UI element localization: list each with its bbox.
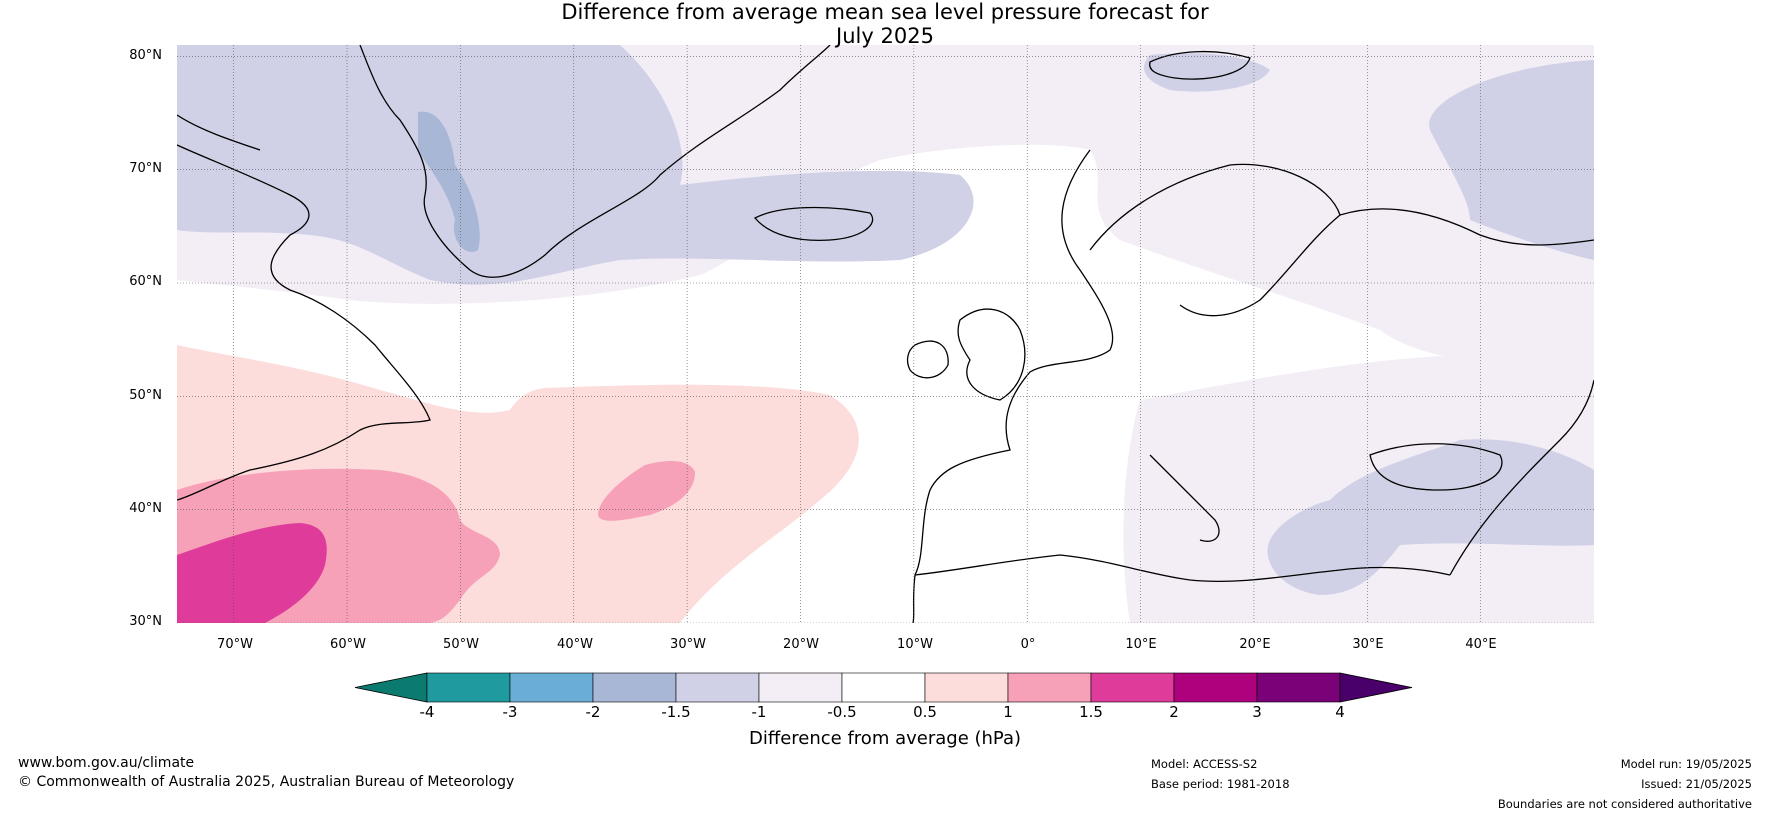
colorbar-segment [592,672,677,703]
anomaly-region-neg15-greenland [418,111,480,252]
anomaly-region-neg1-southeast [1267,439,1594,595]
lat-label: 30°N [129,614,162,629]
gridlines [177,45,1594,623]
coastline-ireland [906,340,949,379]
lon-label: 0° [1020,637,1036,652]
coastline-europe [912,149,1114,623]
colorbar-tick: 3 [1252,703,1262,721]
colorbar-segment [1256,672,1341,703]
lon-label: 40°E [1465,637,1497,652]
coastlines [177,45,1594,623]
coastline-canada-upper [177,114,261,151]
colorbar-tick: -1 [751,703,767,721]
colorbar-segment [1173,672,1258,703]
lat-label: 70°N [129,161,162,176]
anomaly-region-neg1-svalbard [1144,53,1270,92]
model-run-text: Model run: 19/05/2025 [1620,757,1752,771]
colorbar-segment [1090,672,1175,703]
lon-label: 30°W [670,637,706,652]
lon-label: 20°W [783,637,819,652]
colorbar-segment [675,672,760,703]
coastline-greenland [359,45,831,278]
lon-label: 70°W [217,637,253,652]
coastline-canada [177,144,431,501]
coastline-scandinavia [1089,163,1341,317]
coastline-svalbard [1149,50,1251,80]
lat-label: 60°N [129,274,162,289]
lon-label: 10°W [897,637,933,652]
coastline-italy [1149,454,1220,542]
colorbar-segment [924,672,1009,703]
coastline-iceland [753,206,874,242]
colorbar-segment [1007,672,1092,703]
colorbar-tick: -2 [585,703,601,721]
website-link[interactable]: www.bom.gov.au/climate [18,755,195,771]
coastline-east [1449,379,1594,576]
base-period-text: Base period: 1981-2018 [1151,777,1290,791]
lon-label: 60°W [330,637,366,652]
coastline-britain [957,308,1026,401]
anomaly-region-pos1-midatlantic [598,460,695,521]
title-line-2: July 2025 [836,24,934,48]
colorbar-tick: 1 [1003,703,1013,721]
title-line-1: Difference from average mean sea level p… [561,0,1209,24]
lat-label: 40°N [129,501,162,516]
coastline-black-sea [1369,443,1503,491]
copyright-text: © Commonwealth of Australia 2025, Austra… [18,774,515,790]
colorbar-tick: 1.5 [1079,703,1103,721]
colorbar-segment [758,672,843,703]
map-plot-area [177,45,1594,623]
colorbar-extend-high [1339,672,1413,703]
colorbar-segment [841,672,926,703]
colorbar-extend-low [354,672,428,703]
colorbar-tick: -3 [502,703,518,721]
colorbar-segment [509,672,594,703]
lat-label: 50°N [129,388,162,403]
colorbar-tick: 4 [1335,703,1345,721]
colorbar-tick: 0.5 [913,703,937,721]
anomaly-region-neg1-northeast [1429,60,1594,260]
disclaimer-text: Boundaries are not considered authoritat… [1497,797,1752,811]
anomaly-region-neg1-northwest [177,45,974,285]
lon-label: 20°E [1239,637,1271,652]
issued-text: Issued: 21/05/2025 [1641,777,1752,791]
page-title: Difference from average mean sea level p… [0,0,1770,48]
colorbar-segment [426,672,511,703]
colorbar [354,672,1413,703]
lon-label: 10°E [1125,637,1157,652]
coastline-arctic-russia [1339,208,1594,246]
colorbar-tick: -0.5 [827,703,857,721]
lat-label: 80°N [129,48,162,63]
model-text: Model: ACCESS-S2 [1151,757,1258,771]
lon-label: 40°W [557,637,593,652]
colorbar-tick: 2 [1169,703,1179,721]
anomaly-region-pos15 [177,523,327,623]
lon-label: 50°W [443,637,479,652]
colorbar-title: Difference from average (hPa) [748,728,1022,749]
lon-label: 30°E [1352,637,1384,652]
colorbar-tick: -1.5 [661,703,691,721]
colorbar-tick: -4 [419,703,435,721]
